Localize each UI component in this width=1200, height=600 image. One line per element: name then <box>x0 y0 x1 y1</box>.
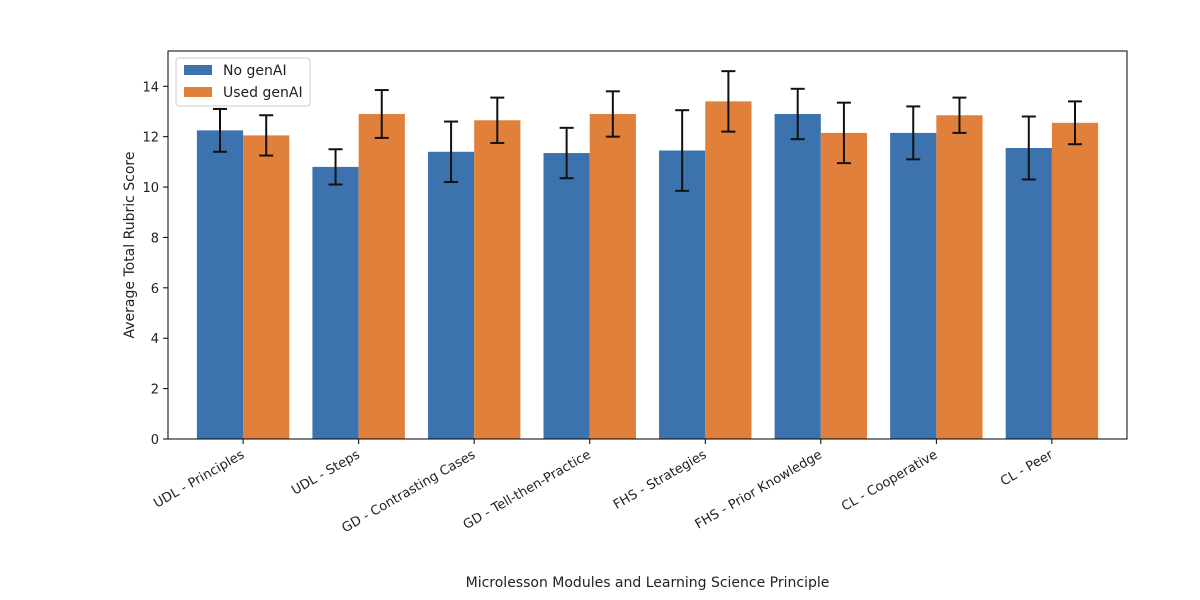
bar-no-genai-cl-peer <box>1005 148 1052 439</box>
bar-no-genai-gd-contrasting-cases <box>427 151 475 439</box>
bar-no-genai-udl-principles <box>196 130 244 439</box>
y-tick-label: 0 <box>151 433 159 448</box>
errorbars-layer <box>212 70 1083 192</box>
bar-used-genai-cl-peer <box>1051 122 1099 440</box>
bar-used-genai-cl-cooperative <box>936 115 983 439</box>
x-tick-label: UDL - Steps <box>289 447 363 498</box>
errorbar-used-genai-cl-peer <box>1068 100 1083 146</box>
y-tick-label: 12 <box>142 131 159 146</box>
errorbar-used-genai-fhs-strategies <box>721 70 736 133</box>
x-tick-label: GD - Tell-then-Practice <box>461 447 594 532</box>
errorbar-no-genai-cl-cooperative <box>906 105 921 161</box>
y-tick-label: 2 <box>151 383 159 398</box>
bar-no-genai-fhs-strategies <box>659 150 706 440</box>
y-tick-label: 14 <box>142 80 159 95</box>
errorbar-no-genai-udl-steps <box>328 148 343 186</box>
y-axis: 0 2 4 6 8 10 12 14 <box>142 80 168 448</box>
bar-used-genai-gd-contrasting-cases <box>474 120 521 440</box>
legend-label-no-genai: No genAI <box>223 63 287 79</box>
errorbar-used-genai-cl-cooperative <box>952 96 967 134</box>
legend-swatch-used-genai <box>184 87 212 97</box>
y-tick-label: 6 <box>151 282 159 297</box>
bar-used-genai-gd-tell-then-practice <box>589 113 636 440</box>
bar-no-genai-udl-steps <box>312 166 359 439</box>
bars-layer <box>196 101 1099 440</box>
bar-no-genai-fhs-prior-knowledge <box>774 113 821 440</box>
y-tick-label: 10 <box>142 181 159 196</box>
errorbar-used-genai-gd-tell-then-practice <box>605 90 620 138</box>
errorbar-used-genai-udl-steps <box>374 89 389 139</box>
bar-no-genai-cl-cooperative <box>890 132 937 439</box>
x-tick-label: CL - Peer <box>998 447 1056 489</box>
plot-frame <box>167 50 1128 440</box>
x-tick-label: FHS - Strategies <box>611 447 709 513</box>
legend-label-used-genai: Used genAI <box>223 85 303 101</box>
y-tick-label: 8 <box>151 231 159 246</box>
bar-used-genai-udl-principles <box>243 135 290 440</box>
y-tick-label: 4 <box>151 332 159 347</box>
bar-no-genai-gd-tell-then-practice <box>543 153 590 440</box>
errorbar-no-genai-fhs-prior-knowledge <box>790 87 805 141</box>
errorbar-no-genai-gd-tell-then-practice <box>559 126 574 180</box>
legend-swatch-no-genai <box>184 65 212 75</box>
x-tick-label: UDL - Principles <box>151 447 247 511</box>
errorbar-used-genai-udl-principles <box>259 114 274 157</box>
x-tick-label: FHS - Prior Knowledge <box>693 447 825 532</box>
bar-used-genai-udl-steps <box>358 113 405 440</box>
bar-used-genai-fhs-prior-knowledge <box>820 132 868 439</box>
errorbar-no-genai-cl-peer <box>1021 115 1036 181</box>
legend: No genAI Used genAI <box>175 57 311 107</box>
errorbar-no-genai-fhs-strategies <box>675 109 690 192</box>
errorbar-no-genai-gd-contrasting-cases <box>444 120 459 184</box>
errorbar-no-genai-udl-principles <box>212 107 227 153</box>
y-axis-title: Average Total Rubric Score <box>122 152 138 339</box>
x-tick-label: CL - Cooperative <box>839 447 940 514</box>
errorbar-used-genai-fhs-prior-knowledge <box>836 101 851 165</box>
bar-used-genai-fhs-strategies <box>705 101 752 439</box>
x-axis-title: Microlesson Modules and Learning Science… <box>466 575 830 591</box>
errorbar-used-genai-gd-contrasting-cases <box>490 96 505 144</box>
